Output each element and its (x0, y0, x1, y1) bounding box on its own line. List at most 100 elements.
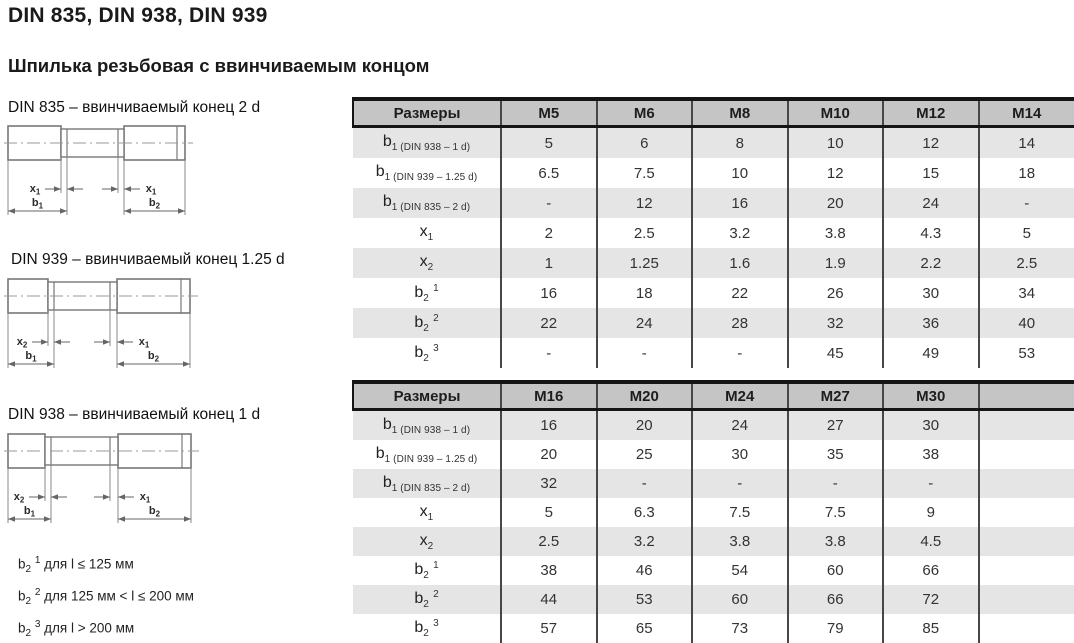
value-cell: 7.5 (692, 498, 789, 527)
stud-drawing: x2 x1 b1 b2 (4, 278, 198, 368)
drawing-caption-din938: DIN 938 – ввинчиваемый конец 1 d (8, 406, 261, 423)
value-cell: 46 (596, 556, 693, 585)
dim-label-x-right: x1 (139, 336, 150, 350)
table-row: b2 3- - -45 49 53 (353, 338, 1074, 368)
value-cell (978, 440, 1074, 469)
value-cell: 3.2 (692, 218, 789, 248)
column-header-M14: M14 (978, 97, 1074, 128)
column-header-M27: M27 (787, 380, 884, 411)
dim-label-x-left: x2 (17, 336, 28, 350)
value-cell: 32 (501, 469, 598, 498)
value-cell: - (501, 188, 598, 218)
row-label-header: Размеры (352, 97, 502, 128)
table-row: b1 (DIN 939 – 1.25 d) 6.5 7.5 10 12 15 18 (353, 158, 1074, 188)
value-cell: 18 (978, 158, 1074, 188)
row-label: b1 (DIN 938 – 1 d) (353, 126, 502, 158)
value-cell: 35 (787, 440, 884, 469)
value-cell: 72 (883, 585, 980, 614)
value-cell: 5 (978, 218, 1074, 248)
row-label: b1 (DIN 939 – 1.25 d) (353, 158, 502, 188)
table-row: x2 2.5 3.2 3.8 3.8 4.5 (353, 527, 1074, 556)
value-cell: 54 (692, 556, 789, 585)
table-body: b1 (DIN 938 – 1 d) 5 6 8 10 12 14 b1 (DIN 939 –… (353, 126, 1074, 368)
value-cell: 12 (787, 158, 884, 188)
row-label: x2 (353, 527, 502, 556)
column-header-M30: M30 (883, 380, 980, 411)
dimensions-table-m16-m30: Размеры M16 M20 M24 M27 M30 b1 (DIN 938 – 1 d… (352, 380, 1074, 643)
value-cell: 60 (692, 585, 789, 614)
value-cell (978, 614, 1074, 643)
value-cell: 3.8 (787, 218, 884, 248)
value-cell: - (978, 188, 1074, 218)
value-cell: 2.5 (501, 527, 598, 556)
value-cell: 24 (692, 409, 789, 440)
footnote-b2-3: b2 3 для l > 200 мм (18, 619, 135, 640)
row-label: x2 (353, 248, 502, 278)
value-cell: 2.5 (978, 248, 1074, 278)
value-cell: 2 (501, 218, 598, 248)
column-header-M20: M20 (596, 380, 693, 411)
column-header-M5: M5 (501, 97, 598, 128)
value-cell: 66 (883, 556, 980, 585)
value-cell: 38 (883, 440, 980, 469)
value-cell: 60 (787, 556, 884, 585)
footnote-b2-2: b2 2 для 125 мм < l ≤ 200 мм (18, 587, 194, 608)
dim-label-x-right: x1 (140, 491, 151, 505)
value-cell: 57 (501, 614, 598, 643)
value-cell: 26 (787, 278, 884, 308)
table-body: b1 (DIN 938 – 1 d) 16 20 24 27 30 b1 (DIN 939 … (353, 409, 1074, 643)
table-row: b1 (DIN 835 – 2 d) -12 16 20 24- (353, 188, 1074, 218)
value-cell: 12 (596, 188, 693, 218)
value-cell: 7.5 (787, 498, 884, 527)
row-label: b1 (DIN 939 – 1.25 d) (353, 440, 502, 469)
value-cell: 2.5 (596, 218, 693, 248)
row-label: b2 1 (353, 556, 502, 585)
value-cell: 20 (501, 440, 598, 469)
value-cell: 53 (978, 338, 1074, 368)
dim-label-b2: b2 (149, 505, 161, 519)
value-cell: 16 (501, 409, 598, 440)
row-label: b2 3 (353, 614, 502, 643)
value-cell: - (692, 469, 789, 498)
value-cell: 1.6 (692, 248, 789, 278)
dim-label-x-left: x1 (30, 183, 41, 197)
value-cell (978, 527, 1074, 556)
row-label: b2 2 (353, 308, 502, 338)
value-cell: 45 (787, 338, 884, 368)
row-label: b1 (DIN 835 – 2 d) (353, 469, 502, 498)
value-cell: 34 (978, 278, 1074, 308)
dim-label-b2: b2 (148, 350, 160, 364)
value-cell: 5 (501, 126, 598, 158)
value-cell: 6 (596, 126, 693, 158)
value-cell: 22 (692, 278, 789, 308)
row-label: b2 2 (353, 585, 502, 614)
technical-drawing-din938: x2 x1 b1 b2 (4, 429, 204, 527)
value-cell: 85 (883, 614, 980, 643)
value-cell: 16 (501, 278, 598, 308)
value-cell: 49 (883, 338, 980, 368)
value-cell: 3.8 (692, 527, 789, 556)
value-cell: 4.3 (883, 218, 980, 248)
value-cell: 40 (978, 308, 1074, 338)
value-cell: - (787, 469, 884, 498)
footnote-b2-1: b2 1 для l ≤ 125 мм (18, 555, 134, 576)
drawing-caption-din835: DIN 835 – ввинчиваемый конец 2 d (8, 99, 261, 116)
row-label: b2 3 (353, 338, 502, 368)
value-cell: 3.8 (787, 527, 884, 556)
value-cell: 18 (596, 278, 693, 308)
table-header: Размеры M5 M6 M8 M10 M12 M14 (352, 97, 1074, 128)
value-cell: 1 (501, 248, 598, 278)
row-label: x1 (353, 218, 502, 248)
table-row: b1 (DIN 938 – 1 d) 16 20 24 27 30 (353, 409, 1074, 440)
row-label: x1 (353, 498, 502, 527)
dim-label-b1: b1 (24, 505, 36, 519)
value-cell: 14 (978, 126, 1074, 158)
value-cell: 65 (596, 614, 693, 643)
technical-drawing-din835: x1 x1 b1 b2 (4, 121, 204, 219)
header-row: Размеры M16 M20 M24 M27 M30 (352, 380, 1074, 411)
value-cell: 1.9 (787, 248, 884, 278)
row-label: b1 (DIN 835 – 2 d) (353, 188, 502, 218)
column-header-M12: M12 (883, 97, 980, 128)
value-cell: 32 (787, 308, 884, 338)
